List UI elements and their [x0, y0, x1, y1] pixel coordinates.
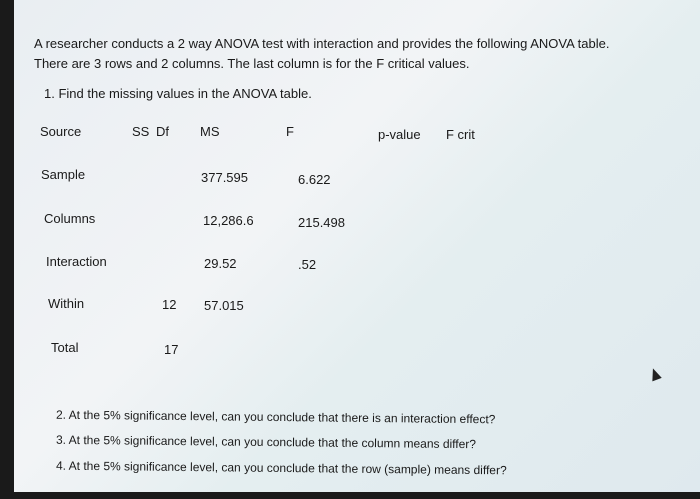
row-f: 215.498 — [298, 215, 345, 230]
row-ms: 377.595 — [201, 170, 248, 185]
header-ms: MS — [200, 124, 220, 139]
mouse-cursor-icon — [648, 366, 662, 382]
intro-line-1: A researcher conducts a 2 way ANOVA test… — [34, 36, 610, 51]
question-3: 3. At the 5% significance level, can you… — [55, 432, 477, 452]
question-2: 2. At the 5% significance level, can you… — [55, 407, 496, 427]
header-f: F — [286, 124, 294, 139]
row-source: Total — [51, 340, 79, 355]
question-1: 1. Find the missing values in the ANOVA … — [44, 86, 312, 101]
row-source: Interaction — [46, 254, 107, 269]
row-source: Columns — [44, 211, 96, 226]
row-ms: 12,286.6 — [203, 213, 254, 228]
header-ss: SS — [132, 124, 150, 139]
header-df: Df — [156, 124, 169, 139]
row-source: Within — [48, 296, 85, 311]
row-df: 17 — [164, 342, 179, 357]
header-source: Source — [40, 124, 82, 139]
row-ms: 29.52 — [204, 256, 237, 271]
row-f: 6.622 — [298, 172, 331, 187]
row-df: 12 — [162, 297, 177, 312]
row-source: Sample — [41, 167, 86, 182]
intro-line-2: There are 3 rows and 2 columns. The last… — [34, 56, 470, 71]
header-f-crit: F crit — [446, 127, 475, 142]
row-ms: 57.015 — [204, 298, 244, 313]
row-f: .52 — [298, 257, 317, 272]
question-4: 4. At the 5% significance level, can you… — [55, 458, 507, 478]
header-p-value: p-value — [378, 127, 421, 142]
document-screen: A researcher conducts a 2 way ANOVA test… — [14, 0, 700, 492]
